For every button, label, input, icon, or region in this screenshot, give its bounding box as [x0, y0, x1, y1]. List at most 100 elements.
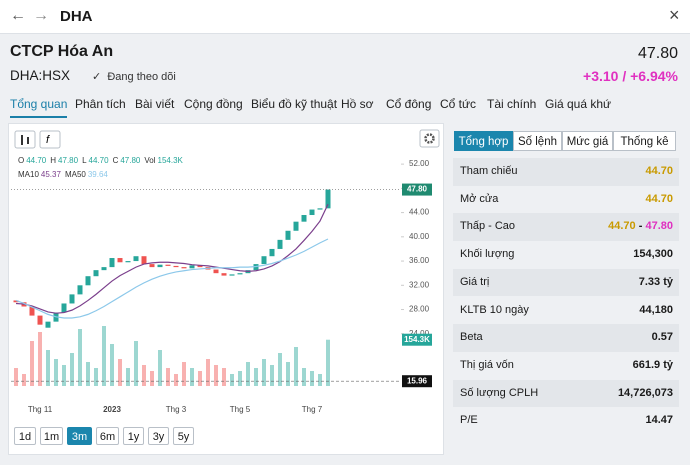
x-tick-label: Thg 5 [230, 405, 251, 414]
volume-bar [254, 368, 258, 386]
stat-label: Tham chiếu [460, 165, 518, 177]
volume-bar [238, 371, 242, 386]
indicator-tool[interactable] [39, 130, 61, 149]
volume-bar [318, 374, 322, 386]
nav-tab[interactable]: Cộng đồng [184, 97, 243, 111]
stat-value: 44,180 [639, 303, 673, 316]
nav-tab[interactable]: Phân tích [75, 97, 126, 111]
back-button[interactable]: ← [10, 7, 26, 24]
candle-body [269, 248, 275, 257]
nav-tab[interactable]: Hồ sơ [341, 97, 374, 111]
volume-bar [294, 347, 298, 386]
volume-bar [214, 365, 218, 386]
side-tab[interactable]: Số lệnh [513, 131, 562, 151]
volume-bar [270, 365, 274, 386]
candle-body [301, 215, 307, 222]
candle-body [309, 209, 315, 216]
candle-icon [21, 135, 29, 145]
nav-tab[interactable]: Tài chính [487, 97, 537, 111]
y-tick-label: 24.00 [409, 329, 430, 338]
info-label: O [18, 156, 24, 165]
candle-body [133, 256, 139, 262]
side-tab[interactable]: Thống kê [613, 131, 676, 151]
candle-body [93, 270, 99, 277]
symbol: DHA [60, 8, 93, 25]
side-tab[interactable]: Mức giá [562, 131, 613, 151]
close-button[interactable]: × [669, 5, 680, 25]
fx-icon: f [46, 134, 50, 146]
ma-line [15, 238, 329, 319]
candle-body [165, 264, 171, 266]
candle-body [13, 300, 19, 303]
volume-bar [190, 368, 194, 386]
info-value: 47.80 [120, 156, 141, 165]
stat-label: P/E [460, 414, 478, 427]
stat-value: 44.70 [645, 192, 673, 205]
volume-bar [134, 341, 138, 386]
change: +3.10 / +6.94% [583, 68, 678, 84]
nav-tab[interactable]: Tổng quan [10, 97, 68, 118]
volume-bar [182, 362, 186, 386]
period-button[interactable]: 1m [40, 427, 63, 445]
volume-bar [286, 362, 290, 386]
y-tick-label: 44.00 [409, 208, 430, 217]
volume-bar [62, 365, 66, 386]
volume-bar [246, 362, 250, 386]
volume-bar [54, 359, 58, 386]
stat-value: 14,726,073 [617, 386, 673, 399]
stat-row: Số lượng CPLH 14,726,073 [453, 379, 679, 408]
y-tick-label: 36.00 [409, 256, 430, 265]
nav-tab[interactable]: Bài viết [135, 97, 175, 111]
stat-row: Mở cửa 44.70 [453, 186, 679, 214]
volume-bar [310, 371, 314, 386]
settings-button[interactable] [419, 129, 440, 148]
tag-box [402, 183, 432, 196]
nav-tab[interactable]: Cổ đông [386, 97, 432, 111]
volume-bar [14, 368, 18, 386]
stat-high: 47.80 [645, 220, 673, 233]
stat-label: Khối lượng [460, 248, 515, 261]
ma-info: MA10 45.37 MA50 39.64 [18, 170, 108, 179]
candle-body [45, 321, 51, 328]
stat-label: KLTB 10 ngày [460, 303, 529, 316]
candle-body [285, 230, 291, 240]
candle-body [125, 261, 131, 263]
volume-bar [78, 329, 82, 386]
side-tab[interactable]: Tổng hợp [454, 131, 513, 151]
stat-low: 44.70 [608, 220, 636, 233]
candle-body [61, 303, 67, 313]
candle-body [85, 276, 91, 286]
stat-value: 7.33 tỷ [638, 275, 673, 288]
volume-bar [22, 374, 26, 386]
candle-body [189, 265, 195, 269]
x-tick-label: Thg 3 [166, 405, 187, 414]
forward-button[interactable]: → [33, 7, 49, 24]
candle-tool[interactable] [14, 130, 36, 149]
candle-body [117, 258, 123, 263]
stat-range: 44.70 - 47.80 [608, 213, 673, 241]
period-button[interactable]: 1d [14, 427, 36, 445]
tag-label: 47.80 [407, 185, 428, 194]
volume-bar [102, 326, 106, 386]
ma-line [15, 204, 329, 314]
stat-row: Thấp - Cao 44.70 - 47.80 [453, 213, 679, 242]
period-button[interactable]: 5y [173, 427, 194, 445]
volume-bar [302, 368, 306, 386]
nav-tab[interactable]: Biểu đồ kỹ thuật [251, 97, 338, 111]
nav-tab[interactable]: Giá quá khứ [545, 97, 612, 111]
volume-bar [222, 368, 226, 386]
company: CTCP Hóa An [10, 43, 114, 60]
candle-body [237, 273, 243, 275]
period-button[interactable]: 6m [96, 427, 119, 445]
period-button[interactable]: 3y [148, 427, 169, 445]
period-button[interactable]: 1y [123, 427, 144, 445]
volume-bar [166, 368, 170, 386]
nav-tab[interactable]: Cổ tức [440, 97, 477, 111]
candle-body [277, 239, 283, 249]
stat-row: P/E 14.47 [453, 407, 679, 435]
info-label: H [50, 156, 56, 165]
period-button[interactable]: 3m [67, 427, 92, 445]
follow-button[interactable]: ✓ Đang theo dõi [92, 71, 176, 83]
candle-body [69, 294, 75, 304]
